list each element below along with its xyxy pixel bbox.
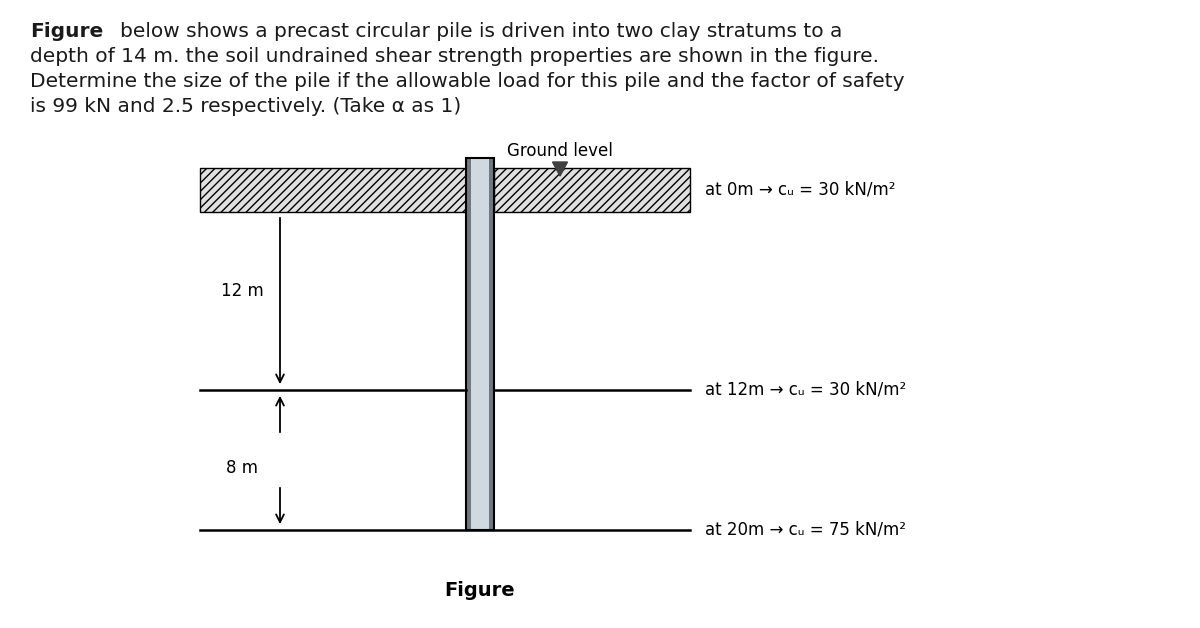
Text: depth of 14 m. the soil undrained shear strength properties are shown in the fig: depth of 14 m. the soil undrained shear … [30,47,878,66]
Bar [490,158,494,530]
Text: at 12m → cᵤ = 30 kN/m²: at 12m → cᵤ = 30 kN/m² [706,381,906,399]
Text: Determine the size of the pile if the allowable load for this pile and the facto: Determine the size of the pile if the al… [30,72,905,91]
Text: at 20m → cᵤ = 75 kN/m²: at 20m → cᵤ = 75 kN/m² [706,521,906,539]
Text: 12 m: 12 m [221,282,263,300]
Text: Figure: Figure [30,22,103,41]
Text: at 0m → cᵤ = 30 kN/m²: at 0m → cᵤ = 30 kN/m² [706,181,895,199]
Polygon shape [552,162,568,176]
Text: 8 m: 8 m [226,459,258,477]
Text: is 99 kN and 2.5 respectively. (Take α as 1): is 99 kN and 2.5 respectively. (Take α a… [30,97,461,116]
Bar [466,158,470,530]
Bar [466,158,494,530]
Text: Figure: Figure [445,580,515,600]
Text: below shows a precast circular pile is driven into two clay stratums to a: below shows a precast circular pile is d… [120,22,842,41]
Bar [200,168,466,212]
Text: Ground level: Ground level [508,142,613,160]
Bar [470,158,490,530]
Bar [494,168,690,212]
